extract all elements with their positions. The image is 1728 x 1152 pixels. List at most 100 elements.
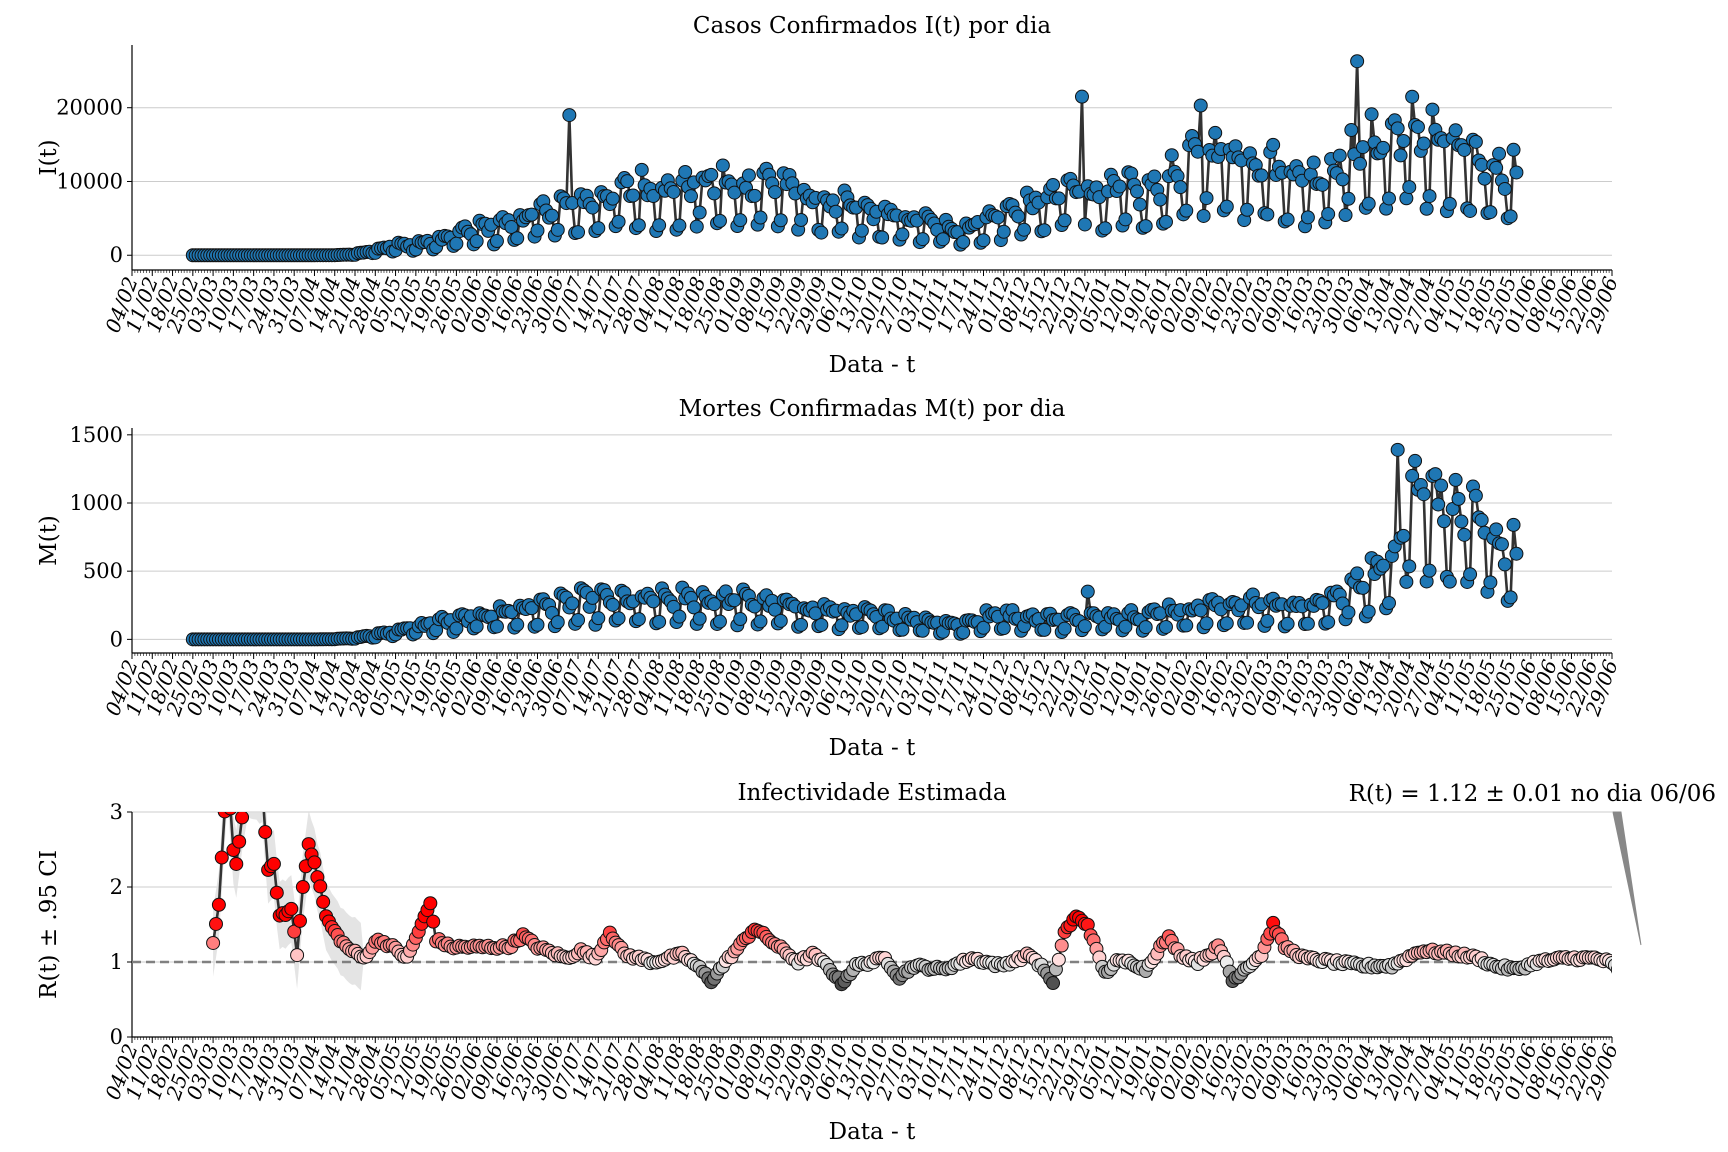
- deaths-point: [1457, 527, 1472, 542]
- deaths-point: [1437, 514, 1452, 529]
- cases-point: [1390, 121, 1405, 136]
- cases-point: [1350, 54, 1365, 69]
- cases-point: [1376, 140, 1391, 155]
- cases-point: [1179, 203, 1194, 218]
- rt-point: [269, 885, 284, 900]
- deaths-point: [1179, 618, 1194, 633]
- deaths-point: [489, 619, 504, 634]
- deaths-point: [510, 617, 525, 632]
- deaths-point: [1451, 491, 1466, 506]
- cases-point: [1463, 203, 1478, 218]
- cases-point: [1442, 196, 1457, 211]
- deaths-point: [469, 619, 484, 634]
- rt-point: [290, 948, 305, 963]
- rt-point: [284, 901, 299, 916]
- deaths-point: [672, 609, 687, 624]
- deaths-point: [1422, 563, 1437, 578]
- deaths-point: [571, 612, 586, 627]
- deaths-point: [1037, 622, 1052, 637]
- rt-point: [287, 924, 302, 939]
- deaths-point: [1463, 567, 1478, 582]
- cases-point: [1266, 137, 1281, 152]
- cases-point: [741, 168, 756, 183]
- cases-point: [747, 188, 762, 203]
- deaths-panel: 05001000150004/0211/0218/0225/0203/0310/…: [36, 396, 1623, 761]
- rt-point: [1623, 965, 1636, 978]
- deaths-point: [753, 614, 768, 629]
- rt-confidence-band: [213, 812, 1612, 991]
- deaths-point: [1506, 517, 1521, 532]
- rt-point: [217, 812, 232, 819]
- deaths-point: [956, 625, 971, 640]
- cases-point: [1057, 213, 1072, 228]
- cases-point: [631, 218, 646, 233]
- deaths-point: [1489, 522, 1504, 537]
- cases-point: [605, 191, 620, 206]
- deaths-point: [1509, 546, 1524, 561]
- cases-ytick-label: 20000: [56, 96, 123, 120]
- deaths-point: [1434, 478, 1449, 493]
- cases-point: [449, 236, 464, 251]
- cases-point: [634, 162, 649, 177]
- rt-ytick-label: 3: [110, 800, 123, 824]
- rt-point: [256, 782, 269, 795]
- rt-ytick-label: 0: [110, 1025, 123, 1049]
- deaths-point: [449, 621, 464, 636]
- deaths-point: [1355, 580, 1370, 595]
- rt-point: [214, 850, 229, 865]
- deaths-point: [1390, 442, 1405, 457]
- deaths-point: [611, 611, 626, 626]
- cases-point: [1074, 89, 1089, 104]
- deaths-point: [591, 611, 606, 626]
- cases-point: [1474, 157, 1489, 172]
- deaths-point: [565, 596, 580, 611]
- cases-point: [1196, 208, 1211, 223]
- deaths-point: [707, 597, 722, 612]
- deaths-point: [773, 613, 788, 628]
- cases-point: [1254, 168, 1269, 183]
- deaths-point: [854, 619, 869, 634]
- cases-point: [1190, 144, 1205, 159]
- deaths-series: [185, 442, 1524, 647]
- deaths-point: [1503, 590, 1518, 605]
- cases-point: [712, 213, 727, 228]
- rt-point: [235, 812, 250, 825]
- deaths-point: [1300, 616, 1315, 631]
- cases-point: [1483, 205, 1498, 220]
- deaths-point: [915, 623, 930, 638]
- rt-title: Infectividade Estimada: [737, 780, 1006, 806]
- deaths-point: [1396, 528, 1411, 543]
- deaths-point: [1483, 575, 1498, 590]
- cases-point: [1118, 212, 1133, 227]
- rt-point: [1629, 959, 1642, 972]
- deaths-point: [976, 620, 991, 635]
- rt-point: [208, 916, 223, 931]
- cases-point: [834, 221, 849, 236]
- rt-point: [250, 779, 263, 792]
- deaths-point: [1408, 453, 1423, 468]
- deaths-point: [1405, 468, 1420, 483]
- rt-panel: 012304/0211/0218/0225/0203/0310/0317/032…: [36, 779, 1716, 1145]
- cases-point: [544, 208, 559, 223]
- cases-point: [794, 212, 809, 227]
- rt-point: [258, 825, 273, 840]
- rt-point: [247, 779, 260, 792]
- cases-point: [1098, 221, 1113, 236]
- deaths-point: [712, 614, 727, 629]
- cases-point: [733, 213, 748, 228]
- deaths-point: [1468, 488, 1483, 503]
- rt-ytick-label: 2: [110, 875, 123, 899]
- rt-xlabel: Data - t: [829, 1119, 917, 1145]
- cases-point: [1506, 142, 1521, 157]
- deaths-title: Mortes Confirmadas M(t) por dia: [679, 396, 1066, 422]
- cases-ytick-label: 10000: [56, 169, 123, 193]
- rt-point: [211, 897, 226, 912]
- cases-point: [753, 210, 768, 225]
- rt-point: [1610, 965, 1612, 974]
- rt-point: [1617, 966, 1630, 979]
- cases-point: [1410, 119, 1425, 134]
- cases-point: [895, 227, 910, 242]
- cases-point: [524, 207, 539, 222]
- rt-point: [292, 913, 307, 928]
- deaths-point: [1381, 596, 1396, 610]
